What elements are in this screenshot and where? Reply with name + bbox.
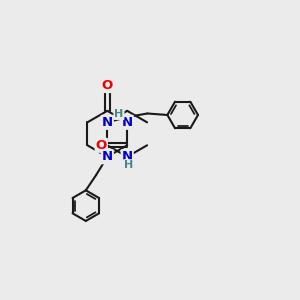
Text: H: H — [124, 160, 133, 170]
Text: N: N — [102, 116, 113, 129]
Text: N: N — [122, 116, 133, 129]
Text: N: N — [122, 150, 133, 163]
Text: O: O — [96, 139, 107, 152]
Text: H: H — [114, 109, 124, 119]
Text: O: O — [102, 79, 113, 92]
Text: N: N — [102, 150, 113, 163]
